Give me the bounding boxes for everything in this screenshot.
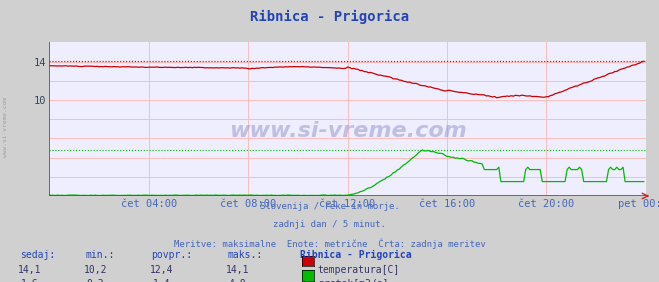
Text: 1,6: 1,6: [21, 279, 38, 282]
Text: min.:: min.:: [86, 250, 115, 259]
Text: Meritve: maksimalne  Enote: metrične  Črta: zadnja meritev: Meritve: maksimalne Enote: metrične Črta…: [173, 238, 486, 249]
Text: povpr.:: povpr.:: [152, 250, 192, 259]
Text: sedaj:: sedaj:: [20, 250, 55, 259]
Text: www.si-vreme.com: www.si-vreme.com: [3, 97, 8, 157]
Text: 0,3: 0,3: [87, 279, 104, 282]
Text: Slovenija / reke in morje.: Slovenija / reke in morje.: [260, 202, 399, 211]
Text: Ribnica - Prigorica: Ribnica - Prigorica: [250, 10, 409, 24]
Text: 14,1: 14,1: [18, 265, 42, 275]
Text: temperatura[C]: temperatura[C]: [318, 265, 400, 275]
Text: pretok[m3/s]: pretok[m3/s]: [318, 279, 388, 282]
Text: www.si-vreme.com: www.si-vreme.com: [229, 122, 467, 142]
Text: 1,4: 1,4: [153, 279, 170, 282]
Text: 10,2: 10,2: [84, 265, 107, 275]
Text: maks.:: maks.:: [227, 250, 262, 259]
Text: 12,4: 12,4: [150, 265, 173, 275]
Text: Ribnica - Prigorica: Ribnica - Prigorica: [300, 250, 411, 260]
Text: zadnji dan / 5 minut.: zadnji dan / 5 minut.: [273, 220, 386, 229]
Text: 14,1: 14,1: [225, 265, 249, 275]
Text: 4,8: 4,8: [229, 279, 246, 282]
